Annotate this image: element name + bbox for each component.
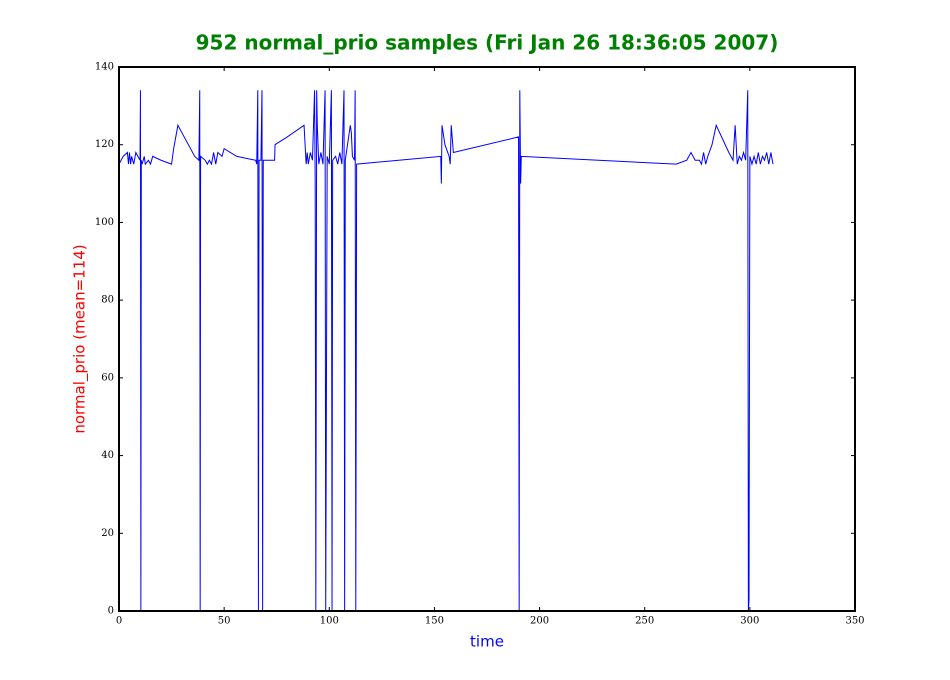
x-tick-label: 50 bbox=[218, 616, 231, 627]
x-axis-label: time bbox=[470, 633, 504, 651]
y-tick-label: 0 bbox=[108, 606, 114, 617]
x-tick-label: 350 bbox=[845, 616, 864, 627]
x-tick-label: 100 bbox=[320, 616, 339, 627]
y-tick-label: 100 bbox=[95, 217, 114, 228]
x-tick-label: 300 bbox=[740, 616, 759, 627]
x-tick-label: 200 bbox=[530, 616, 549, 627]
y-tick-label: 80 bbox=[101, 295, 114, 306]
y-axis-label: normal_prio (mean=114) bbox=[71, 244, 90, 433]
y-tick-label: 40 bbox=[101, 450, 114, 461]
x-tick-label: 0 bbox=[116, 616, 122, 627]
x-tick-label: 250 bbox=[635, 616, 654, 627]
y-tick-label: 120 bbox=[95, 139, 114, 150]
x-tick-label: 150 bbox=[425, 616, 444, 627]
y-tick-label: 140 bbox=[95, 62, 114, 73]
data-line bbox=[118, 90, 774, 612]
chart-title: 952 normal_prio samples (Fri Jan 26 18:3… bbox=[196, 31, 779, 55]
plot-frame bbox=[118, 66, 856, 612]
y-tick-label: 60 bbox=[101, 372, 114, 383]
y-tick-label: 20 bbox=[101, 528, 114, 539]
